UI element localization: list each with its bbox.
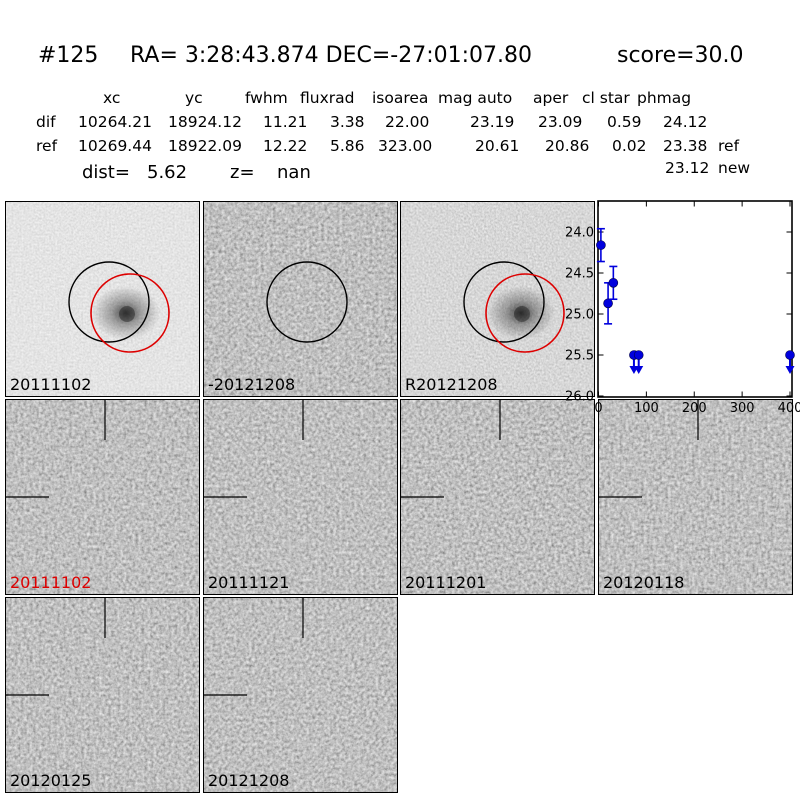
- dif-mag-auto: 23.19: [470, 113, 515, 131]
- x-tick-label: 400: [778, 401, 800, 416]
- y-tick-label: 25.0: [565, 308, 594, 323]
- dif-xc: 10264.21: [78, 113, 152, 131]
- cutout-panel-20120125: 20120125: [5, 597, 200, 793]
- cutout-date-label: 20111201: [405, 573, 486, 592]
- ref-phmag-suffix: ref: [718, 137, 740, 155]
- cutout-panel-20111121: 20111121: [203, 399, 398, 595]
- cutout-date-label: 20111102: [10, 573, 91, 592]
- x-tick-label: 200: [682, 401, 707, 416]
- cutout-image: 20121208: [204, 598, 397, 792]
- y-tick-label: 25.5: [565, 349, 594, 364]
- aperture-circle-black: [463, 261, 545, 343]
- cutout-image: 20111102: [6, 400, 199, 594]
- cutout-panel-20120118: 20120118: [598, 399, 793, 595]
- cutout-date-label: R20121208: [405, 375, 498, 394]
- z-label: z=: [230, 162, 255, 183]
- cutout-panel--20121208: -20121208: [203, 201, 398, 397]
- ref-phmag: 23.38: [663, 137, 708, 155]
- ref-aper: 20.86: [545, 137, 590, 155]
- cutout-panel-20121208: 20121208: [203, 597, 398, 793]
- x-tick-label: 0: [594, 401, 602, 416]
- x-tick-label: 100: [634, 401, 659, 416]
- dist-value: 5.62: [147, 162, 188, 183]
- cutout-panel-R20121208: R20121208: [400, 201, 595, 397]
- new-phmag: 23.12: [665, 159, 710, 177]
- cutout-image: R20121208: [401, 202, 594, 396]
- dif-isoarea: 22.00: [385, 113, 430, 131]
- col-header-phmag: phmag: [637, 89, 692, 107]
- ref-mag-auto: 20.61: [475, 137, 520, 155]
- col-header-isoarea: isoarea: [372, 89, 429, 107]
- aperture-circle-black: [68, 261, 150, 343]
- aperture-circle-black: [266, 261, 348, 343]
- source-blob: [92, 286, 160, 340]
- ref-fluxrad: 5.86: [330, 137, 365, 155]
- dif-cl-star: 0.59: [607, 113, 642, 131]
- cutout-date-label: 20120118: [603, 573, 684, 592]
- cutout-date-label: 20121208: [208, 771, 289, 790]
- cutout-image: -20121208: [204, 202, 397, 396]
- col-header-cl-star: cl star: [582, 89, 630, 107]
- data-point: [785, 350, 795, 360]
- data-point: [596, 240, 606, 250]
- cutout-image: 20111102: [6, 202, 199, 396]
- cutout-panel-20111102: 20111102: [5, 399, 200, 595]
- y-tick-label: 24.5: [565, 267, 594, 282]
- cutout-date-label: 20111121: [208, 573, 289, 592]
- candidate-coordinates: RA= 3:28:43.874 DEC=-27:01:07.80: [130, 43, 533, 68]
- col-header-mag-auto: mag auto: [438, 89, 513, 107]
- cutout-image: 20120125: [6, 598, 199, 792]
- new-phmag-suffix: new: [718, 159, 751, 177]
- y-tick-label: 24.0: [565, 226, 594, 241]
- cutout-date-label: 20111102: [10, 375, 91, 394]
- col-header-yc: yc: [185, 89, 203, 107]
- cutout-panel-20111201: 20111201: [400, 399, 595, 595]
- row-label-ref: ref: [36, 137, 58, 155]
- cutout-image: 20111121: [204, 400, 397, 594]
- cutout-image: 20120118: [599, 400, 792, 594]
- dif-yc: 18924.12: [168, 113, 242, 131]
- candidate-id: #125: [38, 43, 99, 68]
- data-point: [608, 278, 619, 288]
- data-point: [633, 350, 644, 360]
- aperture-circle-red: [90, 273, 170, 353]
- source-blob: [487, 286, 555, 340]
- dist-label: dist=: [82, 162, 130, 183]
- light-curve-plot: 0 100 200 300 400 24.0 24.5 25.0 25.5 26.0: [565, 200, 800, 416]
- col-header-fwhm: fwhm: [245, 89, 288, 107]
- dif-fluxrad: 3.38: [330, 113, 365, 131]
- ref-isoarea: 323.00: [378, 137, 433, 155]
- cutout-date-label: 20120125: [10, 771, 91, 790]
- ref-fwhm: 12.22: [263, 137, 308, 155]
- dif-phmag: 24.12: [663, 113, 708, 131]
- light-curve-panel: 0 100 200 300 400 24.0 24.5 25.0 25.5 26.0: [540, 195, 800, 425]
- ref-yc: 18922.09: [168, 137, 242, 155]
- col-header-aper: aper: [533, 89, 569, 107]
- col-header-xc: xc: [103, 89, 121, 107]
- dif-fwhm: 11.21: [263, 113, 308, 131]
- aperture-circle-red: [485, 273, 565, 353]
- x-tick-label: 300: [730, 401, 755, 416]
- cutout-date-label: -20121208: [208, 375, 295, 394]
- candidate-score: score=30.0: [617, 43, 744, 68]
- plot-frame: [597, 200, 793, 398]
- z-value: nan: [277, 162, 311, 183]
- cutout-image: 20111201: [401, 400, 594, 594]
- row-label-dif: dif: [36, 113, 56, 131]
- col-header-fluxrad: fluxrad: [300, 89, 355, 107]
- ref-xc: 10269.44: [78, 137, 152, 155]
- ref-cl-star: 0.02: [612, 137, 647, 155]
- y-tick-label: 26.0: [565, 390, 594, 405]
- dif-aper: 23.09: [538, 113, 583, 131]
- data-point: [603, 298, 613, 309]
- cutout-panel-20111102: 20111102: [5, 201, 200, 397]
